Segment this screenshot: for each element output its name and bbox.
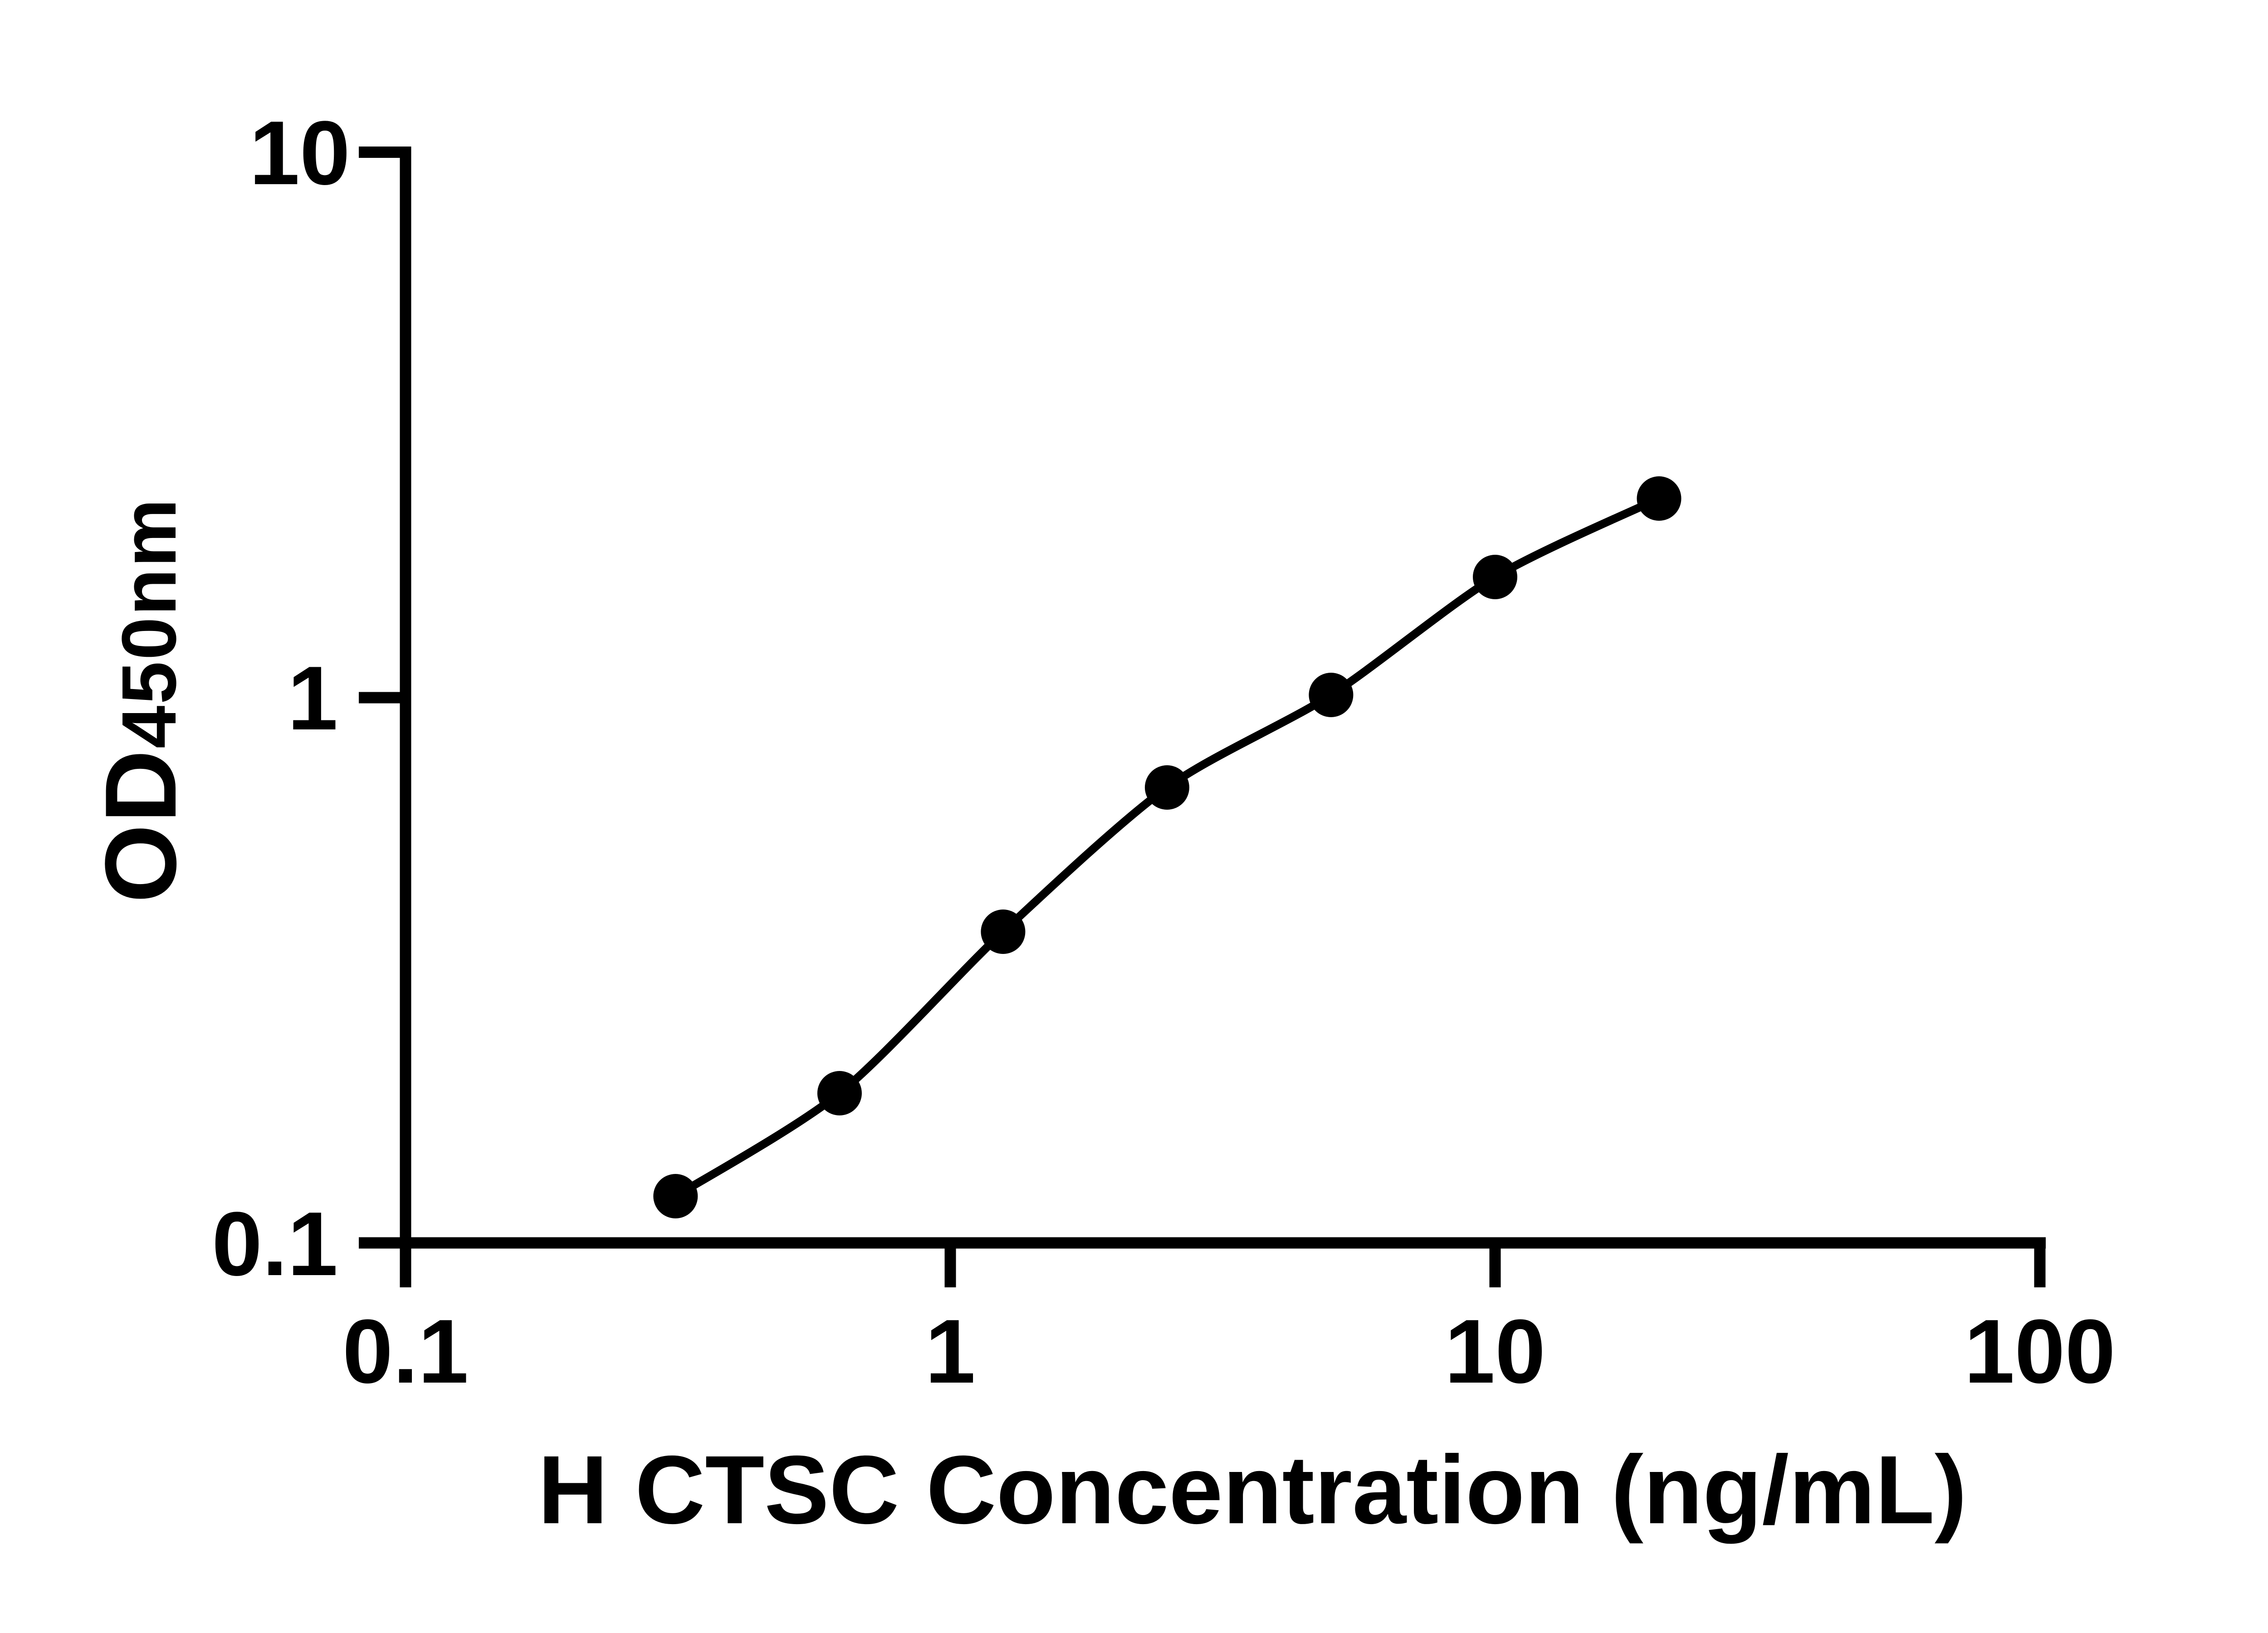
svg-text:100: 100 (1964, 1301, 2116, 1402)
svg-text:0.1: 0.1 (342, 1301, 469, 1402)
svg-text:OD450nm: OD450nm (84, 497, 197, 903)
svg-text:10: 10 (249, 103, 350, 204)
svg-text:1: 1 (288, 648, 338, 749)
svg-text:H CTSC Concentration (ng/mL): H CTSC Concentration (ng/mL) (538, 1436, 1967, 1544)
svg-text:10: 10 (1445, 1301, 1545, 1402)
svg-text:1: 1 (925, 1301, 975, 1402)
svg-text:0.1: 0.1 (212, 1193, 338, 1295)
